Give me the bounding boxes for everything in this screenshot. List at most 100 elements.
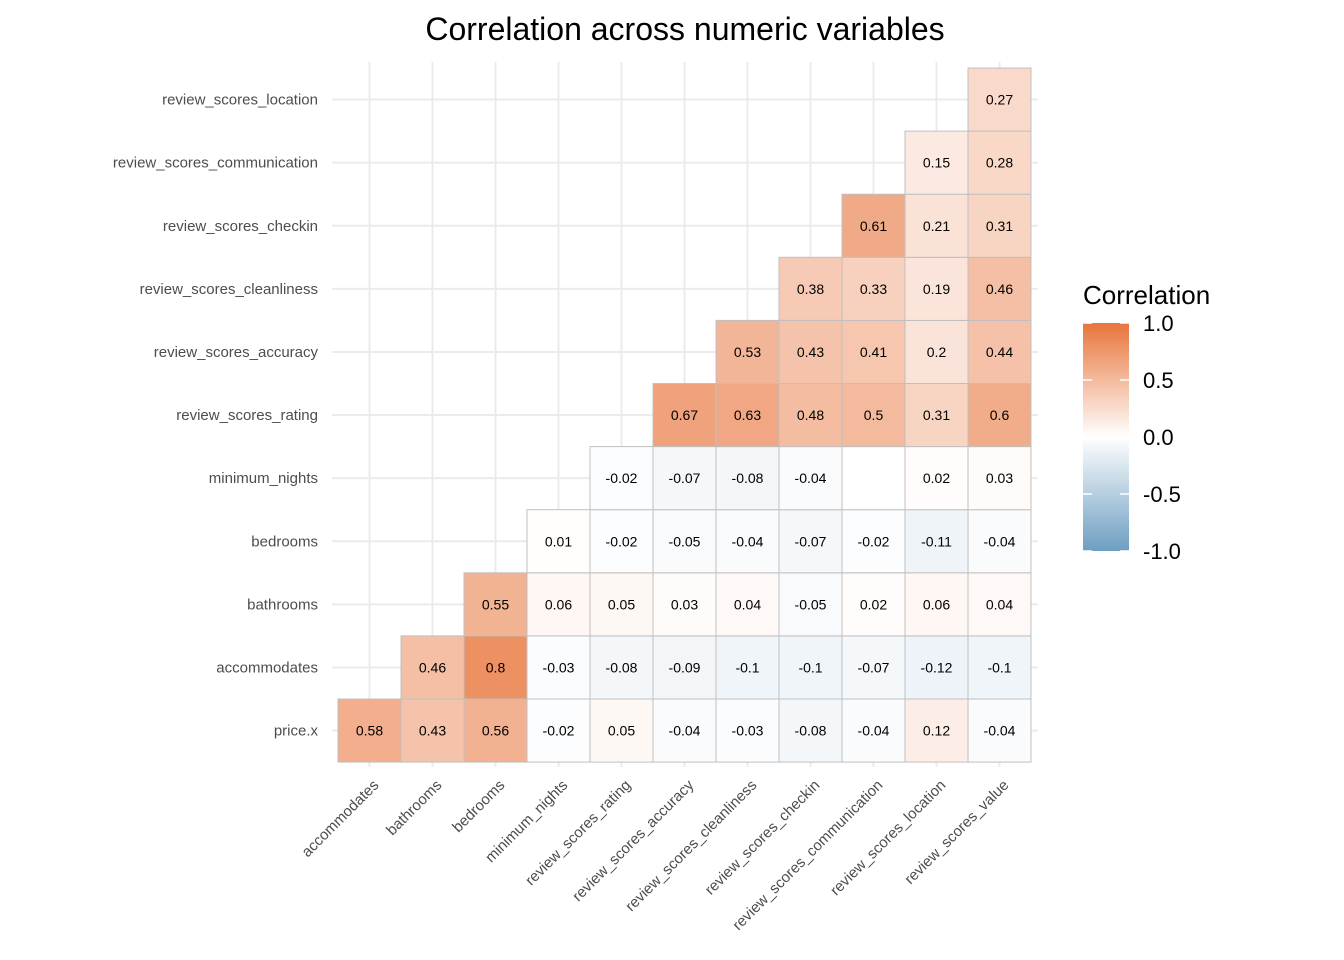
cell-value-label: -0.02 — [858, 533, 890, 549]
heatmap-cell — [526, 635, 591, 700]
heatmap-cell — [841, 256, 906, 321]
x-tick-label: review_scores_rating — [522, 777, 634, 889]
legend-title: Correlation — [1083, 280, 1210, 310]
cell-value-label: 0.63 — [734, 407, 761, 423]
cell-value-label: 0.31 — [923, 407, 950, 423]
cell-value-label: 0.12 — [923, 723, 950, 739]
cell-value-label: 0.05 — [608, 723, 635, 739]
cell-value-label: -0.07 — [795, 533, 827, 549]
cell-value-label: 0.06 — [923, 596, 950, 612]
cell-value-label: 0.19 — [923, 281, 950, 297]
cell-value-label: -0.04 — [732, 533, 764, 549]
heatmap-cell — [589, 446, 654, 511]
cell-value-label: 0.43 — [797, 344, 824, 360]
heatmap-cell — [715, 635, 780, 700]
heatmap-cell — [967, 635, 1032, 700]
legend-tick-label: 0.0 — [1143, 425, 1174, 450]
heatmap-cell — [652, 509, 717, 574]
cell-value-label: -0.04 — [984, 533, 1016, 549]
heatmap-cell — [652, 635, 717, 700]
cell-value-label: 0.04 — [734, 596, 761, 612]
heatmap-cell — [589, 572, 654, 637]
heatmap-cell — [589, 509, 654, 574]
cell-value-label: -0.07 — [669, 470, 701, 486]
heatmap-cell — [967, 130, 1032, 195]
heatmap-cell — [904, 256, 969, 321]
heatmap-cell — [526, 698, 591, 763]
y-tick-label: review_scores_communication — [113, 155, 318, 172]
heatmap-cell — [526, 572, 591, 637]
heatmap-cell — [904, 572, 969, 637]
legend: Correlation 1.0 0.5 0.0 -0.5 -1.0 — [1083, 280, 1210, 564]
cell-value-label: -0.1 — [987, 659, 1011, 675]
legend-ticks: 1.0 0.5 0.0 -0.5 -1.0 — [1083, 311, 1181, 564]
x-tick-label: review_scores_value — [901, 777, 1012, 888]
cell-value-label: 0.6 — [990, 407, 1010, 423]
heatmap-cell — [715, 319, 780, 384]
cell-value-label: -0.12 — [921, 659, 953, 675]
cell-value-label: 0.04 — [986, 596, 1013, 612]
cell-value-label: -0.02 — [543, 723, 575, 739]
heatmap-cell — [904, 698, 969, 763]
x-tick-label: review_scores_location — [827, 777, 949, 899]
heatmap-cell — [778, 446, 843, 511]
heatmap-cell — [904, 509, 969, 574]
y-tick-label: accommodates — [216, 659, 318, 676]
heatmap-cell — [652, 698, 717, 763]
heatmap-cell — [463, 635, 528, 700]
heatmap-cell — [778, 319, 843, 384]
heatmap-cell — [904, 130, 969, 195]
cell-value-label: -0.08 — [795, 723, 827, 739]
heatmap-cell — [841, 446, 906, 511]
heatmap-cell — [400, 698, 465, 763]
heatmap-cell — [778, 256, 843, 321]
heatmap-cell — [904, 446, 969, 511]
cell-value-label: 0.58 — [356, 723, 383, 739]
heatmap-cell — [778, 698, 843, 763]
legend-tick-label: -1.0 — [1143, 539, 1181, 564]
chart-title: Correlation across numeric variables — [425, 11, 944, 47]
heatmap-cell — [967, 67, 1032, 132]
cell-value-label: 0.21 — [923, 218, 950, 234]
cell-value-label: 0.8 — [486, 659, 506, 675]
heatmap-cell — [463, 572, 528, 637]
cell-value-label: -0.03 — [732, 723, 764, 739]
cell-value-label: -0.11 — [921, 533, 952, 549]
cell-value-label: 0.06 — [545, 596, 572, 612]
heatmap-cell — [715, 698, 780, 763]
heatmap-cell — [400, 635, 465, 700]
heatmap-cell — [652, 572, 717, 637]
heatmap-cell — [841, 509, 906, 574]
cell-value-label: 0.46 — [419, 659, 446, 675]
x-tick-label: accommodates — [298, 777, 382, 861]
cell-value-label: 0.03 — [671, 596, 698, 612]
y-tick-label: review_scores_accuracy — [154, 344, 319, 361]
cell-value-label: 0.5 — [864, 407, 884, 423]
cell-value-label: -0.1 — [735, 659, 759, 675]
x-tick-label: review_scores_accuracy — [569, 776, 698, 905]
heatmap-cell — [904, 193, 969, 258]
heatmap-cell — [904, 319, 969, 384]
y-tick-label: minimum_nights — [209, 470, 318, 487]
cell-value-label: 0.41 — [860, 344, 887, 360]
heatmap-cell — [715, 383, 780, 448]
heatmap-cell — [778, 572, 843, 637]
y-tick-label: bathrooms — [247, 596, 318, 613]
cell-value-label: 0.15 — [923, 155, 950, 171]
heatmap-cell — [967, 572, 1032, 637]
heatmap-cell — [967, 193, 1032, 258]
heatmap-cell — [715, 446, 780, 511]
y-tick-label: review_scores_checkin — [163, 218, 318, 235]
heatmap-cell — [904, 635, 969, 700]
legend-tick-label: 1.0 — [1143, 311, 1174, 336]
cell-value-label: 0.67 — [671, 407, 698, 423]
cell-value-label: 0.02 — [860, 596, 887, 612]
cell-value-label: -0.04 — [669, 723, 701, 739]
cell-value-label: -0.08 — [606, 659, 638, 675]
cell-value-label: 0.61 — [860, 218, 887, 234]
cell-value-label: -0.08 — [732, 470, 764, 486]
y-axis: price.x accommodates bathrooms bedrooms mini… — [113, 92, 319, 740]
cell-value-label: -0.04 — [858, 723, 890, 739]
cell-value-label: -0.09 — [669, 659, 701, 675]
